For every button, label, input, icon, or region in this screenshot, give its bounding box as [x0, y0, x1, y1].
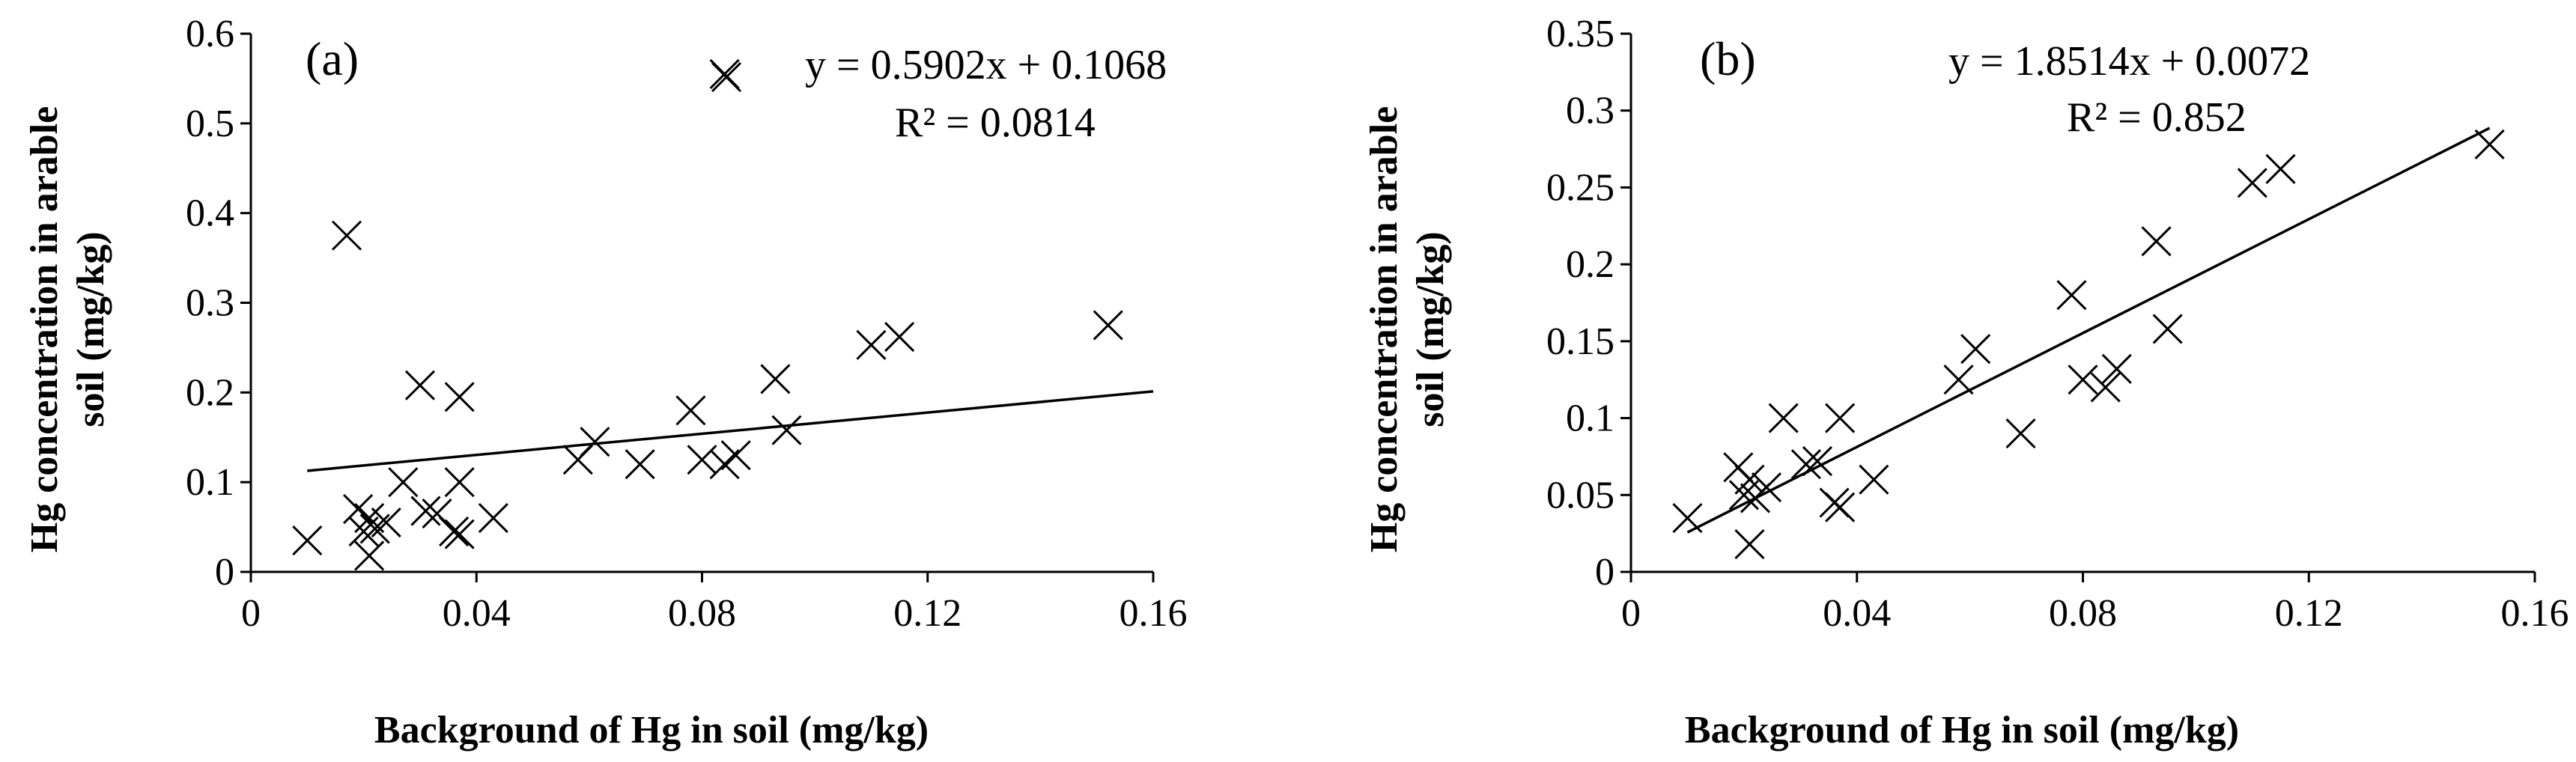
y-axis-title-line1: Hg concentration in arable	[1363, 106, 1406, 553]
y-tick-label: 0.1	[1566, 397, 1614, 440]
data-point	[760, 364, 791, 394]
data-point	[444, 467, 475, 498]
chart-panel-b: Hg concentration in arable soil (mg/kg) …	[1288, 0, 2576, 762]
data-point	[2237, 168, 2267, 198]
data-point	[1672, 503, 1703, 534]
data-point	[1960, 334, 1991, 365]
data-point	[1802, 446, 1833, 477]
data-point	[1768, 403, 1799, 433]
data-point	[2152, 314, 2183, 344]
data-point	[1943, 365, 1974, 395]
x-tick-label: 0.16	[1120, 592, 1188, 635]
y-tick-label: 0.1	[186, 461, 234, 504]
plot-area: 0 0.05 0.1 0.15 0.2 0.25 0.3 0.35 0 0.04 0.08 0.12 0…	[1546, 13, 2569, 635]
data-point	[2101, 353, 2132, 384]
data-point	[2141, 226, 2172, 257]
data-point	[1751, 472, 1782, 503]
data-point	[1790, 449, 1821, 480]
x-tick-label: 0	[1621, 592, 1641, 635]
y-tick-label: 0	[1595, 551, 1614, 594]
data-point	[1859, 464, 1889, 495]
r-squared-label: R² = 0.852	[2067, 94, 2247, 141]
scatter-chart-a: Hg concentration in arable soil (mg/kg) …	[23, 13, 1188, 752]
regression-equation: y = 1.8514x + 0.0072	[1948, 38, 2310, 85]
data-point	[388, 467, 419, 498]
y-tick-label: 0.6	[186, 13, 234, 55]
x-axis-title: Background of Hg in soil (mg/kg)	[374, 709, 929, 752]
data-point	[354, 540, 385, 571]
regression-equation: y = 0.5902x + 0.1068	[805, 42, 1167, 88]
data-point	[2005, 418, 2036, 449]
y-tick-label: 0.3	[186, 282, 234, 325]
data-point	[410, 496, 441, 526]
x-tick-label: 0.16	[2501, 592, 2569, 635]
data-point	[884, 321, 915, 353]
panel-label: (a)	[306, 32, 359, 85]
data-point	[771, 415, 802, 445]
x-tick-label: 0	[241, 592, 261, 635]
r-squared-label: R² = 0.0814	[895, 100, 1096, 146]
panel-label: (b)	[1700, 32, 1756, 85]
data-point	[675, 395, 706, 426]
data-point	[720, 440, 751, 471]
y-axis-title-line2: soil (mg/kg)	[70, 231, 112, 427]
y-tick-label: 0.25	[1546, 166, 1614, 209]
plot-area: 0 0.1 0.2 0.3 0.4 0.5 0.6 0 0.04 0.08 0.12 0.16	[186, 13, 1188, 635]
data-point	[2474, 129, 2505, 159]
data-point	[1728, 480, 1759, 510]
x-tick-label: 0.08	[2049, 592, 2117, 635]
data-point	[1734, 528, 1765, 560]
data-point	[2068, 365, 2098, 395]
y-tick-label: 0.35	[1546, 13, 1614, 55]
chart-panel-a: Hg concentration in arable soil (mg/kg) …	[23, 13, 1188, 752]
data-point	[856, 329, 887, 360]
x-tick-label: 0.12	[893, 592, 962, 635]
y-tick-label: 0.05	[1546, 474, 1614, 516]
legend-marker	[711, 61, 742, 93]
data-point	[580, 427, 610, 457]
data-point	[444, 382, 475, 412]
data-point	[354, 503, 385, 534]
data-point	[331, 220, 362, 251]
x-tick-label: 0.12	[2275, 592, 2343, 635]
data-point	[625, 449, 655, 480]
y-tick-label: 0.15	[1546, 320, 1614, 363]
data-point	[1734, 464, 1765, 495]
y-tick-label: 0.2	[186, 371, 234, 414]
data-point	[292, 525, 323, 556]
x-axis-title: Background of Hg in soil (mg/kg)	[1685, 709, 2239, 752]
trendline	[307, 390, 1154, 472]
x-tick-label: 0.04	[443, 592, 511, 635]
y-tick-label: 0.4	[186, 192, 234, 235]
data-point	[478, 503, 508, 534]
y-axis-title-line1: Hg concentration in arable	[23, 106, 66, 553]
data-point	[2265, 153, 2296, 184]
y-tick-label: 0	[215, 551, 234, 594]
data-point	[687, 445, 717, 475]
data-point	[2090, 372, 2121, 403]
y-tick-label: 0.2	[1566, 243, 1614, 286]
y-tick-label: 0.5	[186, 103, 234, 145]
data-point	[404, 370, 435, 400]
data-point	[444, 519, 475, 549]
data-point	[1093, 310, 1123, 341]
data-point	[2056, 280, 2087, 311]
x-tick-label: 0.08	[668, 592, 736, 635]
scatter-chart-b: Hg concentration in arable soil (mg/kg) …	[1363, 13, 2569, 752]
data-point	[1825, 403, 1856, 433]
x-tick-label: 0.04	[1823, 592, 1891, 635]
data-point	[1825, 492, 1856, 522]
y-axis-title-line2: soil (mg/kg)	[1409, 231, 1452, 427]
y-tick-label: 0.3	[1566, 90, 1614, 132]
data-point	[371, 508, 401, 538]
data-point	[439, 516, 470, 547]
